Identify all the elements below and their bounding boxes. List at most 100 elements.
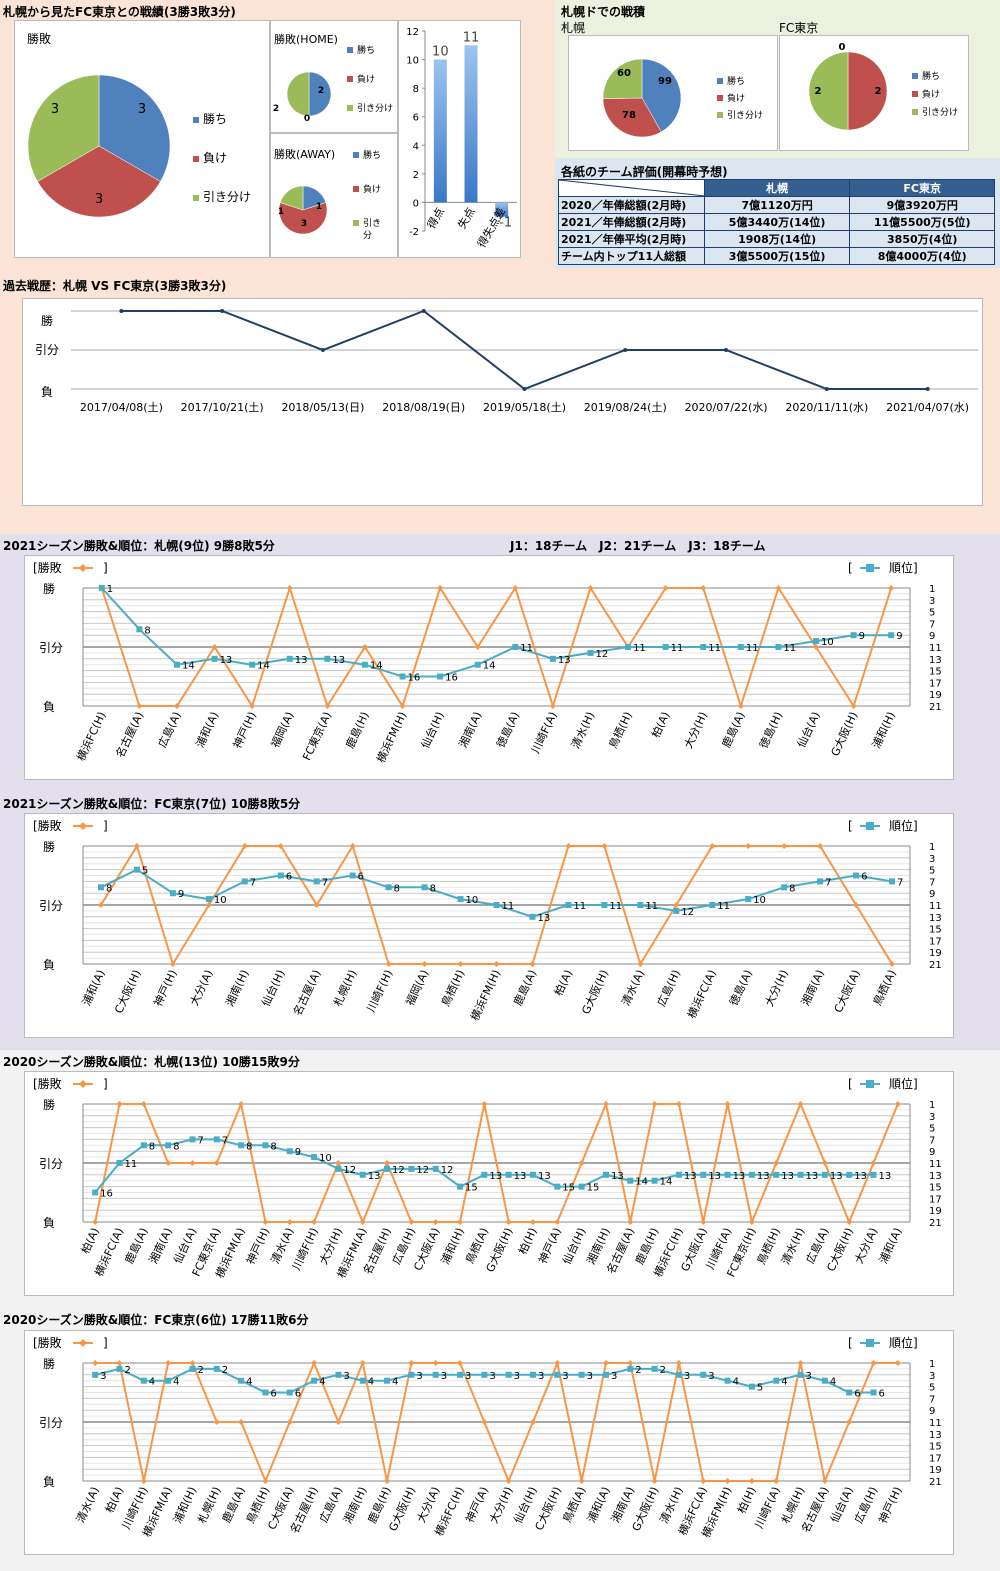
legend-swatch xyxy=(717,112,723,118)
rank-point xyxy=(432,1371,439,1378)
result-point xyxy=(870,1160,877,1166)
result-point xyxy=(335,1160,342,1166)
rank-point xyxy=(512,644,519,650)
legend-swatch xyxy=(717,78,723,84)
result-point xyxy=(673,902,680,908)
rank-point xyxy=(748,1383,755,1390)
rank-point xyxy=(888,632,895,639)
rank-data-label: 3 xyxy=(562,1371,568,1382)
rank-point xyxy=(457,896,464,903)
result-point xyxy=(408,1219,415,1225)
rank-point xyxy=(578,1371,585,1378)
rank-tick-label: 5 xyxy=(929,866,935,877)
rank-tick-label: 7 xyxy=(929,1394,935,1405)
rank-tick-label: 13 xyxy=(929,913,942,924)
rank-data-label: 15 xyxy=(562,1183,575,1194)
rank-point xyxy=(627,1365,634,1372)
rank-tick-label: 7 xyxy=(929,1135,935,1146)
result-point xyxy=(675,1101,682,1107)
result-point xyxy=(813,644,820,650)
rank-point xyxy=(286,1389,293,1396)
result-point xyxy=(700,1219,707,1225)
rank-data-label: 3 xyxy=(587,1371,593,1382)
rank-point xyxy=(700,1171,707,1178)
rank-point xyxy=(549,655,556,662)
rank-data-label: 8 xyxy=(394,883,400,894)
rank-data-label: 8 xyxy=(106,883,112,894)
legend-label: 引き分け xyxy=(357,103,393,114)
pie-slice-引き分け xyxy=(286,71,310,117)
team-evaluation-table: 札幌 FC東京 2020／年俸総額(2月時) 7億1120万円 9億3920万円 2… xyxy=(558,179,995,265)
rank-data-label: 5 xyxy=(757,1383,763,1394)
result-point xyxy=(349,843,356,849)
table-header-sapporo: 札幌 xyxy=(703,179,851,197)
result-point xyxy=(92,1219,99,1225)
rank-tick-label: 19 xyxy=(929,1206,942,1217)
rank-data-label: 11 xyxy=(708,643,721,654)
rank-point xyxy=(408,1165,415,1172)
rank-point xyxy=(116,1365,123,1372)
rank-data-label: 10 xyxy=(466,895,479,906)
match-label: 横浜FC(A) xyxy=(684,967,719,1020)
rank-point xyxy=(241,878,248,885)
pie-slice-引き分け xyxy=(279,185,304,211)
pie-data-label: 2 xyxy=(318,86,324,96)
rank-data-label: 16 xyxy=(408,673,421,684)
result-point xyxy=(797,1360,804,1366)
rank-data-label: 4 xyxy=(173,1377,179,1388)
legend-rank-marker xyxy=(866,1080,874,1088)
rank-point xyxy=(651,1177,658,1184)
legend-label: 負け xyxy=(357,73,375,85)
legend-rank-open: [ xyxy=(848,1077,853,1091)
legend-swatch xyxy=(347,47,353,53)
legend-swatch xyxy=(353,220,359,226)
result-point xyxy=(311,1219,318,1225)
rank-data-label: 10 xyxy=(821,637,834,648)
rank-point xyxy=(870,1171,877,1178)
result-point xyxy=(565,843,572,849)
rank-tick-label: 1 xyxy=(929,584,935,595)
section5-title: 2021シーズン勝敗&順位：札幌(9位) 9勝8敗5分 xyxy=(3,539,275,553)
rank-data-label: 13 xyxy=(220,655,233,666)
pie-slice-勝ち xyxy=(308,71,332,117)
rank-point xyxy=(673,907,680,914)
rank-data-label: 4 xyxy=(733,1377,739,1388)
match-label: 徳島(A) xyxy=(726,967,755,1007)
rank-tick-label: 5 xyxy=(929,608,935,619)
pie-title: 勝敗(HOME) xyxy=(274,32,338,46)
rank-data-label: 11 xyxy=(671,643,684,654)
match-label: 浦和(A) xyxy=(193,710,221,750)
history-date-label: 2019/08/24(土) xyxy=(584,401,667,414)
result-point xyxy=(554,1219,561,1225)
rank-point xyxy=(505,1371,512,1378)
table-header-corner xyxy=(558,179,705,197)
section6-title: 2021シーズン勝敗&順位：FC東京(7位) 10勝8敗5分 xyxy=(3,797,301,811)
sapporo-2020-panel: 1 3 5 7 9 11 13 15 17 19 21 勝引分負 [勝敗][順位] 16 11 8 8 7 7 8 8 9… xyxy=(24,1071,954,1296)
rank-data-label: 3 xyxy=(806,1371,812,1382)
rank-point xyxy=(821,1171,828,1178)
section1-title: 札幌から見たFC東京との戦績(3勝3敗3分) xyxy=(3,5,236,19)
rank-data-label: 6 xyxy=(286,872,292,883)
y-label-win: 勝 xyxy=(43,581,55,596)
pie-slice-負け xyxy=(278,202,328,235)
legend-rank-open: [ xyxy=(848,561,853,575)
result-point xyxy=(505,1478,512,1484)
result-point xyxy=(587,585,594,591)
result-point xyxy=(205,902,212,908)
match-label: G大阪(H) xyxy=(828,709,861,758)
history-date-label: 2020/07/22(水) xyxy=(685,401,768,414)
match-label: 横浜FC(H) xyxy=(73,709,108,763)
match-label: 鹿島(A) xyxy=(510,967,539,1007)
sapporo-dome-sub2: FC東京 xyxy=(779,21,819,35)
rank-data-label: 11 xyxy=(746,643,759,654)
bar-得点 xyxy=(433,59,447,203)
pie-data-label: 1 xyxy=(316,202,322,212)
rank-data-label: 11 xyxy=(645,901,658,912)
legend-label: 引き分け xyxy=(727,110,763,121)
rank-data-label: 14 xyxy=(635,1177,648,1188)
section3-title: 各紙のチーム評価(開幕時予想) xyxy=(561,165,728,179)
